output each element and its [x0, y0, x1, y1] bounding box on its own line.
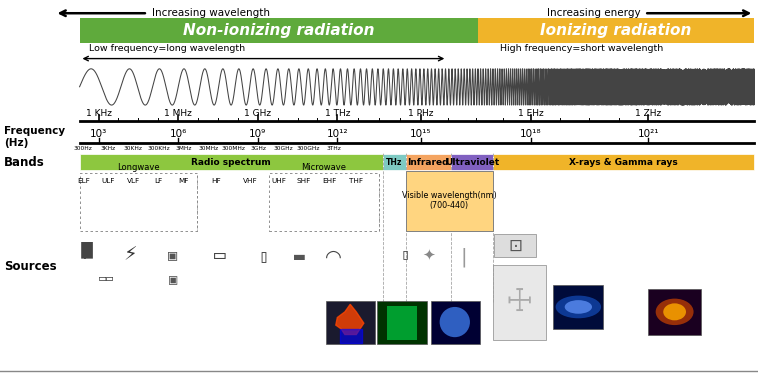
Bar: [406, 154, 451, 170]
Text: LF: LF: [155, 178, 162, 184]
Bar: [648, 289, 701, 335]
Text: Longwave: Longwave: [117, 163, 160, 172]
Text: Increasing energy: Increasing energy: [547, 8, 641, 18]
Text: ✦: ✦: [422, 248, 434, 263]
Ellipse shape: [656, 299, 694, 325]
Text: |: |: [461, 247, 467, 267]
Text: 10⁶: 10⁶: [170, 129, 186, 139]
Bar: [387, 306, 417, 340]
Bar: [451, 154, 493, 170]
Text: Visible wavelength(nm)
(700-440): Visible wavelength(nm) (700-440): [402, 191, 496, 211]
Circle shape: [565, 300, 592, 314]
Text: 1 EHz: 1 EHz: [518, 109, 543, 118]
Text: 10¹⁸: 10¹⁸: [520, 129, 541, 139]
Text: ◠: ◠: [325, 248, 342, 266]
Text: ▯: ▯: [400, 246, 409, 261]
Text: Ionizing radiation: Ionizing radiation: [540, 23, 691, 38]
Text: 3THz: 3THz: [326, 146, 341, 151]
Text: THF: THF: [349, 178, 363, 184]
Bar: [80, 173, 197, 231]
Text: 10¹²: 10¹²: [327, 129, 348, 139]
Text: Sources: Sources: [4, 260, 56, 273]
Text: 30KHz: 30KHz: [124, 146, 143, 151]
Text: ▭: ▭: [214, 246, 226, 265]
Text: 10³: 10³: [90, 129, 107, 139]
Text: High frequency=short wavelength: High frequency=short wavelength: [500, 44, 663, 53]
Text: VLF: VLF: [127, 178, 140, 184]
Text: SHF: SHF: [296, 178, 310, 184]
Text: 30MHz: 30MHz: [199, 146, 218, 151]
Text: ▭▭: ▭▭: [99, 271, 114, 284]
Text: ▬: ▬: [294, 248, 305, 266]
Text: Ultraviolet: Ultraviolet: [445, 158, 499, 167]
Text: Non-ionizing radiation: Non-ionizing radiation: [183, 23, 374, 38]
Bar: [80, 18, 478, 43]
Text: MF: MF: [178, 178, 189, 184]
Text: Microwave: Microwave: [302, 163, 346, 172]
Circle shape: [556, 296, 601, 318]
Text: 1 ZHz: 1 ZHz: [635, 109, 661, 118]
Text: 1 KHz: 1 KHz: [86, 109, 111, 118]
Text: X-rays & Gamma rays: X-rays & Gamma rays: [569, 158, 678, 167]
Text: VHF: VHF: [243, 178, 258, 184]
Text: EHF: EHF: [323, 178, 337, 184]
Text: 10¹⁵: 10¹⁵: [410, 129, 431, 139]
Text: Increasing wavelength: Increasing wavelength: [152, 8, 270, 18]
Text: ▐█: ▐█: [77, 241, 93, 258]
Text: 3KHz: 3KHz: [101, 146, 116, 151]
Bar: [493, 154, 754, 170]
Bar: [406, 171, 493, 231]
Text: 3GHz: 3GHz: [250, 146, 267, 151]
Text: 10⁹: 10⁹: [249, 129, 266, 139]
Bar: [80, 154, 383, 170]
Text: 300KHz: 300KHz: [147, 146, 170, 151]
Text: Radio spectrum: Radio spectrum: [191, 158, 271, 167]
Text: 1 MHz: 1 MHz: [164, 109, 192, 118]
Text: ELF: ELF: [77, 178, 89, 184]
Text: 1 GHz: 1 GHz: [244, 109, 271, 118]
Text: Bands: Bands: [4, 156, 45, 169]
Text: ⊡: ⊡: [509, 237, 522, 255]
Text: 30GHz: 30GHz: [274, 146, 293, 151]
Polygon shape: [336, 304, 364, 335]
Text: 1 PHz: 1 PHz: [408, 109, 434, 118]
Text: ⚡: ⚡: [124, 246, 137, 265]
Bar: [478, 18, 754, 43]
Text: ▣: ▣: [168, 248, 177, 263]
Text: HF: HF: [211, 178, 221, 184]
Bar: [553, 285, 603, 329]
Text: 3MHz: 3MHz: [175, 146, 192, 151]
Text: ▣: ▣: [168, 273, 177, 288]
Ellipse shape: [663, 303, 686, 321]
Text: UHF: UHF: [271, 178, 287, 184]
Bar: [326, 301, 375, 344]
Bar: [431, 301, 480, 344]
Text: 10²¹: 10²¹: [637, 129, 659, 139]
Text: ULF: ULF: [102, 178, 115, 184]
Text: Low frequency=long wavelength: Low frequency=long wavelength: [89, 44, 246, 53]
Text: 1 THz: 1 THz: [324, 109, 350, 118]
Text: 300GHz: 300GHz: [296, 146, 321, 151]
Text: 300Hz: 300Hz: [74, 146, 92, 151]
Text: Infrared: Infrared: [408, 158, 449, 167]
Ellipse shape: [440, 307, 470, 337]
Bar: [493, 265, 546, 340]
Bar: [494, 234, 536, 257]
Text: Frequency
(Hz): Frequency (Hz): [4, 126, 65, 148]
Bar: [377, 301, 427, 344]
Text: 300MHz: 300MHz: [221, 146, 246, 151]
Text: ▯: ▯: [258, 248, 269, 266]
Bar: [383, 154, 406, 170]
Bar: [269, 173, 379, 231]
Text: THz: THz: [386, 158, 402, 167]
Text: ☩: ☩: [506, 288, 533, 317]
